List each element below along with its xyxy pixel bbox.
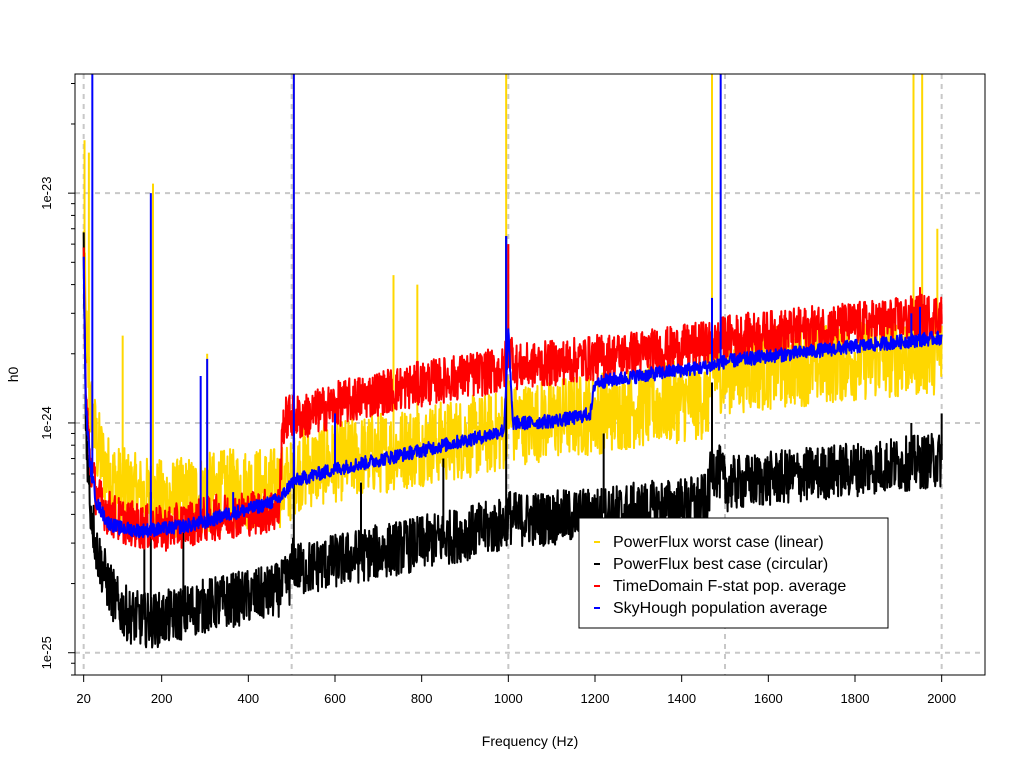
- x-tick-label: 600: [324, 691, 346, 706]
- y-axis-label: h0: [5, 367, 21, 383]
- legend-label: TimeDomain F-stat pop. average: [613, 578, 846, 595]
- x-tick-label: 200: [151, 691, 173, 706]
- x-tick-label: 1000: [494, 691, 523, 706]
- legend-label: PowerFlux worst case (linear): [613, 534, 824, 551]
- x-tick-label: 1200: [581, 691, 610, 706]
- x-tick-label: 2000: [927, 691, 956, 706]
- x-tick-label: 1800: [841, 691, 870, 706]
- x-tick-label: 20: [76, 691, 90, 706]
- y-tick-label: 1e-23: [39, 177, 54, 210]
- series-lines: [82, 74, 943, 649]
- y-tick-label: 1e-25: [39, 636, 54, 669]
- x-tick-label: 1600: [754, 691, 783, 706]
- y-tick-label: 1e-24: [39, 406, 54, 439]
- x-tick-label: 1400: [667, 691, 696, 706]
- x-axis-label: Frequency (Hz): [482, 733, 578, 749]
- axes: 20 200 400 600 800 1000 1200 1400 1600 1800 2000 1e…: [39, 74, 985, 706]
- x-tick-label: 800: [411, 691, 433, 706]
- legend-label: SkyHough population average: [613, 600, 827, 617]
- series-line: [82, 256, 943, 539]
- x-tick-label: 400: [237, 691, 259, 706]
- series-line: [82, 247, 943, 552]
- legend-label: PowerFlux best case (circular): [613, 556, 828, 573]
- series-line: [82, 232, 943, 649]
- legend-box: [578, 517, 889, 629]
- legend: PowerFlux worst case (linear) PowerFlux b…: [578, 517, 889, 629]
